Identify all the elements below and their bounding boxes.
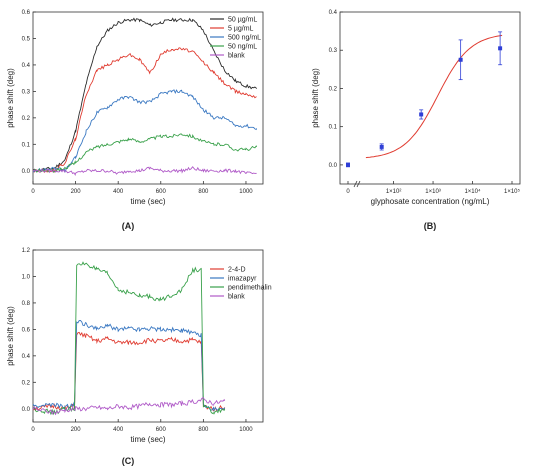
c-y-tick-label: 0.2 (22, 380, 31, 386)
a-x-axis-label: time (sec) (130, 197, 165, 206)
b-y-tick-label: 0.2 (329, 86, 338, 92)
c-y-tick-label: 0.8 (22, 301, 31, 307)
b-x-tick-label: 1×10³ (425, 189, 441, 195)
b-data-point (346, 162, 350, 167)
a-x-tick-label: 200 (71, 189, 82, 195)
c-legend-label: 2-4-D (228, 267, 246, 274)
c-series-line (32, 331, 226, 412)
b-data-point (498, 46, 503, 51)
c-legend-label: pendimethalin (228, 285, 272, 292)
b-x-tick-label: 1×10² (386, 189, 402, 195)
c-series-line (32, 261, 226, 416)
c-x-axis-label: time (sec) (130, 435, 165, 444)
a-x-tick-label: 800 (198, 189, 209, 195)
a-plot-frame (32, 11, 264, 185)
a-y-tick-label: 0.6 (22, 10, 31, 16)
c-x-tick-label: 0 (31, 427, 35, 433)
b-fit-curve (365, 34, 503, 159)
a-y-tick-label: 0.0 (22, 169, 31, 175)
panel-label-c: (C) (122, 456, 135, 466)
a-series-line (32, 47, 257, 173)
b-x-tick-label: 1×10⁴ (464, 188, 481, 195)
b-data-point (458, 57, 463, 62)
a-legend-label: 50 ng/mL (228, 44, 257, 51)
c-series-line (32, 320, 226, 412)
b-y-tick-label: 0.3 (329, 48, 338, 54)
a-x-tick-label: 1000 (239, 189, 253, 195)
b-x-axis-label: glyphosate concentration (ng/mL) (371, 197, 490, 206)
a-y-axis-label: phase shift (deg) (6, 68, 15, 128)
c-x-tick-label: 800 (198, 427, 209, 433)
b-data-point (419, 112, 424, 117)
c-x-tick-label: 600 (156, 427, 167, 433)
c-y-tick-label: 0.6 (22, 327, 31, 333)
c-y-tick-label: 0.0 (22, 407, 31, 413)
b-x-tick-label: 0 (346, 189, 350, 195)
b-axis-break (353, 180, 361, 188)
b-y-tick-label: 0.0 (329, 163, 338, 169)
a-y-tick-label: 0.2 (22, 116, 31, 122)
c-x-tick-label: 1000 (239, 427, 253, 433)
a-legend-label: 5 µg/mL (228, 26, 254, 33)
b-x-tick-label: 1×10⁵ (504, 188, 521, 195)
c-y-tick-label: 1.2 (22, 248, 31, 254)
panel-label-b: (B) (424, 221, 437, 231)
b-y-tick-label: 0.4 (329, 10, 338, 16)
a-x-tick-label: 400 (113, 189, 124, 195)
a-series-line (32, 17, 257, 173)
b-y-tick-label: 0.1 (329, 125, 338, 131)
panel-label-a: (A) (122, 221, 135, 231)
c-legend-label: imazapyr (228, 276, 257, 283)
c-plot-frame (32, 249, 264, 423)
a-y-tick-label: 0.1 (22, 142, 31, 148)
c-series-line (32, 397, 226, 416)
a-legend-label: blank (228, 53, 245, 60)
a-legend-label: 500 ng/mL (228, 35, 261, 42)
a-y-tick-label: 0.4 (22, 63, 31, 69)
b-y-axis-label: phase shift (deg) (311, 68, 320, 128)
a-x-tick-label: 600 (156, 189, 167, 195)
c-y-tick-label: 0.4 (22, 354, 31, 360)
c-x-tick-label: 200 (71, 427, 82, 433)
c-legend-label: blank (228, 294, 245, 301)
a-series-line (32, 133, 258, 173)
a-y-tick-label: 0.3 (22, 89, 31, 95)
a-series-line (32, 166, 257, 176)
a-x-tick-label: 0 (31, 189, 35, 195)
c-x-tick-label: 400 (113, 427, 124, 433)
a-y-tick-label: 0.5 (22, 36, 31, 42)
c-y-axis-label: phase shift (deg) (6, 306, 15, 366)
c-y-tick-label: 1.0 (22, 274, 31, 280)
a-series-line (32, 89, 258, 173)
a-legend-label: 50 µg/mL (228, 17, 257, 24)
b-data-point (379, 144, 384, 149)
b-plot-frame (339, 11, 521, 185)
